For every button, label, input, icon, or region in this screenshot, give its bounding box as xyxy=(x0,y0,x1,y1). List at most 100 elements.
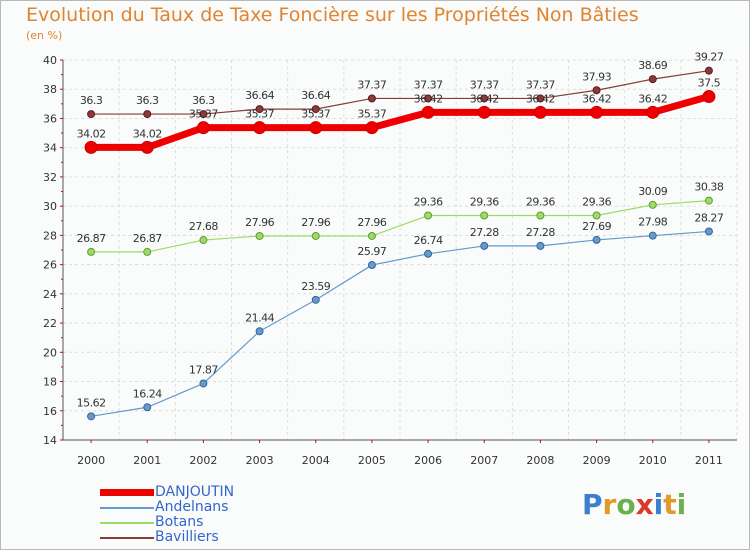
data-point xyxy=(367,231,376,240)
data-label: 37.37 xyxy=(414,78,443,91)
data-label: 34.02 xyxy=(133,127,162,140)
data-point xyxy=(704,66,713,75)
x-tick-label: 2008 xyxy=(526,454,554,467)
data-label: 26.87 xyxy=(133,232,162,245)
x-tick-label: 2011 xyxy=(695,454,723,467)
data-point xyxy=(255,327,264,336)
legend-item-bavilliers: Bavilliers xyxy=(100,530,350,545)
logo-letter: i xyxy=(653,488,664,521)
data-point xyxy=(143,247,152,256)
y-tick-label: 20 xyxy=(43,346,57,359)
data-label: 30.09 xyxy=(638,185,667,198)
data-label: 37.37 xyxy=(470,78,499,91)
data-label: 36.42 xyxy=(638,92,667,105)
y-tick-label: 22 xyxy=(43,317,57,330)
data-label: 29.36 xyxy=(582,196,611,209)
data-point xyxy=(648,200,657,209)
y-tick-label: 16 xyxy=(43,405,57,418)
chart-subtitle: (en %) xyxy=(26,29,63,42)
data-label: 37.93 xyxy=(582,70,611,83)
logo-letter: x xyxy=(635,488,654,521)
data-label: 27.96 xyxy=(301,216,330,229)
y-tick-label: 34 xyxy=(43,142,57,155)
legend-label-andelnans: Andelnans xyxy=(155,499,229,515)
data-point xyxy=(84,140,98,154)
data-point xyxy=(648,231,657,240)
data-label: 36.42 xyxy=(526,92,555,105)
x-tick-label: 2005 xyxy=(358,454,386,467)
data-label: 27.69 xyxy=(582,220,611,233)
data-point xyxy=(196,121,210,135)
data-label: 35.37 xyxy=(245,108,274,121)
y-tick-label: 30 xyxy=(43,200,57,213)
legend-label-bavilliers: Bavilliers xyxy=(155,529,219,545)
data-label: 27.28 xyxy=(526,226,555,239)
data-label: 36.42 xyxy=(582,92,611,105)
x-tick-label: 2006 xyxy=(414,454,442,467)
data-label: 36.64 xyxy=(301,89,330,102)
data-point xyxy=(533,105,547,119)
data-label: 34.02 xyxy=(77,127,106,140)
data-label: 37.5 xyxy=(698,77,721,90)
data-point xyxy=(480,211,489,220)
x-tick-label: 2002 xyxy=(189,454,217,467)
data-label: 27.96 xyxy=(245,216,274,229)
data-point xyxy=(480,241,489,250)
data-point xyxy=(311,231,320,240)
data-point xyxy=(87,110,96,119)
x-tick-label: 2003 xyxy=(246,454,274,467)
data-label: 36.3 xyxy=(80,94,103,107)
data-label: 25.97 xyxy=(357,245,386,258)
y-tick-label: 36 xyxy=(43,112,57,125)
series-line-danjoutin xyxy=(91,93,710,151)
proxiti-logo: Proxiti xyxy=(582,488,686,521)
data-point xyxy=(199,110,208,119)
y-tick-label: 32 xyxy=(43,171,57,184)
logo-letter: i xyxy=(676,488,687,521)
data-point xyxy=(253,121,267,135)
data-label: 28.27 xyxy=(694,211,723,224)
data-point xyxy=(536,211,545,220)
data-point xyxy=(87,247,96,256)
data-point xyxy=(311,295,320,304)
data-label: 29.36 xyxy=(414,196,443,209)
legend-item-danjoutin: DANJOUTIN xyxy=(100,485,350,500)
data-label: 38.69 xyxy=(638,59,667,72)
legend-label-botans: Botans xyxy=(155,514,204,530)
data-point xyxy=(480,94,489,103)
data-label: 39.27 xyxy=(694,51,723,64)
data-label: 36.42 xyxy=(470,92,499,105)
data-point xyxy=(143,403,152,412)
data-label: 35.37 xyxy=(357,108,386,121)
y-tick-label: 28 xyxy=(43,229,57,242)
legend-item-andelnans: Andelnans xyxy=(100,500,350,515)
data-point xyxy=(648,75,657,84)
data-point xyxy=(704,196,713,205)
data-point xyxy=(367,94,376,103)
data-label: 26.74 xyxy=(414,234,443,247)
series-line-bavilliers xyxy=(91,70,710,115)
x-tick-label: 2010 xyxy=(639,454,667,467)
y-tick-label: 38 xyxy=(43,83,57,96)
x-tick-label: 2007 xyxy=(470,454,498,467)
data-point xyxy=(592,235,601,244)
x-tick-label: 2001 xyxy=(133,454,161,467)
data-point xyxy=(424,211,433,220)
data-point xyxy=(367,261,376,270)
data-label: 27.96 xyxy=(357,216,386,229)
data-point xyxy=(255,105,264,114)
data-point xyxy=(140,140,154,154)
data-point xyxy=(365,121,379,135)
y-tick-label: 24 xyxy=(43,288,57,301)
data-label: 17.87 xyxy=(189,363,218,376)
data-label: 16.24 xyxy=(133,387,162,400)
y-tick-label: 26 xyxy=(43,259,57,272)
data-point xyxy=(590,105,604,119)
x-tick-label: 2009 xyxy=(583,454,611,467)
y-tick-label: 18 xyxy=(43,376,57,389)
logo-letter: P xyxy=(582,488,603,521)
data-point xyxy=(592,211,601,220)
data-label: 29.36 xyxy=(470,196,499,209)
legend-swatch-andelnans xyxy=(100,507,154,509)
